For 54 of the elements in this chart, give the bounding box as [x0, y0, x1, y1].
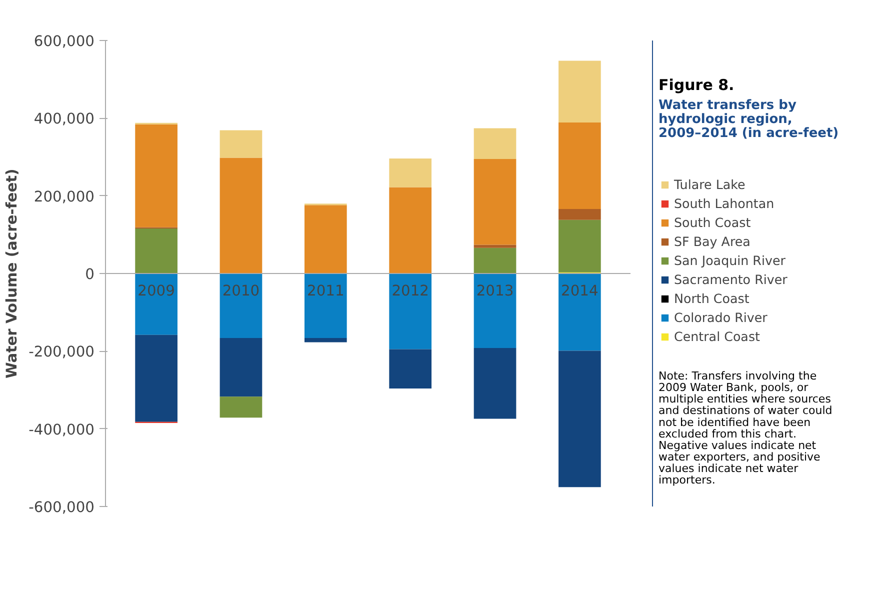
bar — [304, 205, 347, 274]
bar — [558, 350, 601, 488]
bar — [220, 130, 262, 158]
legend-label: Tulare Lake — [674, 177, 746, 192]
x-tick-label: 2014 — [561, 282, 598, 300]
bar — [558, 122, 601, 210]
x-tick-label: 2009 — [138, 282, 175, 300]
bar — [558, 220, 601, 272]
y-axis-title: Water Volume (acre-feet) — [4, 168, 21, 378]
y-tick-label: -200,000 — [28, 344, 95, 361]
bar — [474, 248, 516, 274]
bar — [135, 228, 178, 274]
x-tick-label: 2013 — [476, 282, 514, 300]
bar — [558, 274, 601, 351]
y-tick-label: 400,000 — [34, 110, 94, 128]
text: Water transfers by hydrologic region, 2009–2014 (in acre-feet) — [658, 98, 839, 141]
legend-label: SF Bay Area — [674, 234, 750, 249]
bar — [220, 158, 262, 274]
y-tick-label: 600,000 — [34, 33, 94, 50]
bar — [389, 158, 432, 188]
x-tick-label: 2012 — [392, 282, 429, 300]
bar — [135, 274, 178, 335]
legend-label: Central Coast — [674, 329, 760, 344]
bar — [558, 209, 601, 220]
bar — [135, 124, 178, 228]
legend-label: Colorado River — [674, 310, 768, 325]
bar — [474, 128, 516, 159]
bar — [389, 349, 432, 388]
text: Figure 8. — [658, 76, 734, 94]
bar — [220, 338, 262, 397]
bar — [220, 396, 262, 418]
bar — [474, 244, 516, 248]
y-tick-label: -400,000 — [28, 421, 95, 438]
bar — [474, 158, 516, 245]
bar — [135, 334, 178, 422]
legend-label: South Coast — [674, 215, 751, 230]
legend-label: Sacramento River — [674, 272, 788, 287]
x-tick-label: 2010 — [222, 282, 260, 300]
text: Note: Transfers involving the 2009 Water Bank, pools, or multiple entities where sources and destinations of water could not be identified have been excluded from this chart. Negative values indicate net water exporters, and positive values indicate net water importers. — [658, 370, 832, 486]
legend-label: San Joaquin River — [674, 253, 786, 268]
legend-label: North Coast — [674, 291, 750, 306]
bar — [304, 338, 347, 342]
y-tick-label: 0 — [85, 266, 95, 283]
x-tick-label: 2011 — [307, 282, 344, 300]
bar — [304, 274, 347, 338]
bar — [220, 274, 262, 338]
y-tick-label: 200,000 — [34, 188, 94, 206]
y-tick-label: -600,000 — [28, 499, 95, 516]
bar — [474, 348, 516, 419]
bar — [558, 60, 601, 122]
bar — [474, 274, 516, 348]
bar — [389, 274, 432, 350]
legend-label: South Lahontan — [674, 196, 774, 211]
bar — [389, 187, 432, 274]
